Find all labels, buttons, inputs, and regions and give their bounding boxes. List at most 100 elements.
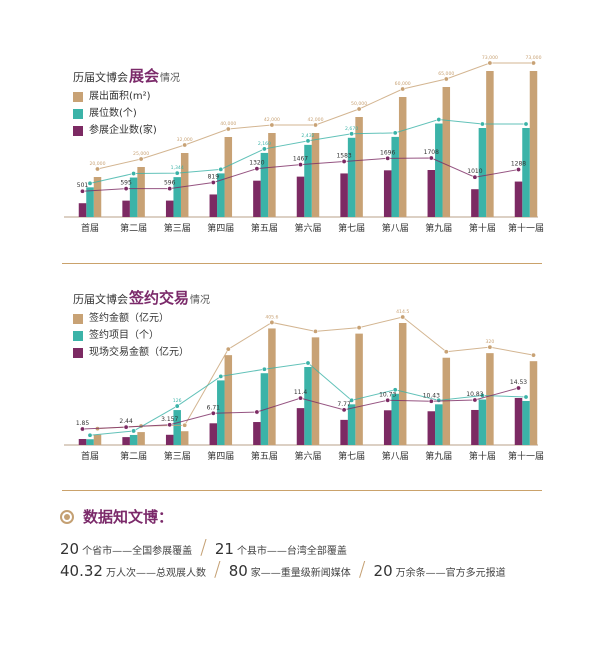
data-point	[210, 179, 216, 185]
data-point	[472, 397, 478, 403]
data-label: 6.71	[207, 404, 221, 411]
bar	[427, 170, 436, 217]
x-tick-label: 第十届	[469, 222, 496, 234]
x-tick-label: 第四届	[207, 450, 234, 462]
bar	[486, 353, 494, 445]
data-point	[225, 126, 231, 132]
x-tick-label: 第六届	[294, 450, 321, 462]
data-point	[218, 166, 224, 172]
bar	[340, 419, 348, 445]
data-label: 320	[486, 339, 495, 345]
trade-chart: 首届 第二届 第三届 第四届 第五届 第六届 第七届 第八届 第九届 第十届 第十一届 405.6 41…	[0, 283, 600, 483]
legend-item-exhibitors: 参展企业数(家)	[73, 122, 157, 139]
data-label: 1320	[249, 160, 264, 167]
data-point	[80, 426, 86, 432]
legend-swatch	[73, 313, 83, 324]
data-point	[515, 167, 521, 173]
data-point	[349, 397, 355, 403]
trade-chart-svg: 首届 第二届 第三届 第四届 第五届 第六届 第七届 第八届 第九届 第十届 第十一届 405.6 41…	[64, 309, 544, 462]
data-point	[269, 319, 275, 325]
bar	[304, 144, 312, 217]
bar	[93, 434, 102, 445]
stat-text: 个省市——全国参展覆盖	[82, 546, 193, 557]
bar	[260, 152, 269, 217]
bar	[173, 410, 181, 445]
bar	[383, 410, 392, 445]
data-point	[428, 398, 434, 404]
bar	[398, 323, 407, 445]
bar	[514, 181, 523, 217]
data-point	[385, 397, 391, 403]
target-bullet-icon	[60, 509, 74, 524]
chart1-legend: 展出面积(m²) 展位数(个) 参展企业数(家)	[73, 88, 157, 139]
legend-item-booths: 展位数(个)	[73, 105, 157, 122]
data-point	[530, 60, 536, 66]
data-point	[95, 166, 101, 172]
data-point	[312, 328, 318, 334]
data-label: 2.44	[119, 418, 133, 425]
legend-label: 签约金额（亿元）	[89, 313, 169, 324]
bar	[435, 123, 443, 217]
data-point	[297, 162, 303, 168]
data-point	[167, 186, 173, 192]
data-label: 40,000	[220, 121, 236, 127]
chart2-title-emph: 签约交易	[129, 289, 190, 307]
data-point	[385, 155, 391, 161]
slash-separator: /	[213, 557, 221, 581]
bar	[122, 437, 130, 445]
bar	[427, 411, 436, 445]
bar	[165, 200, 174, 217]
x-tick-label: 第十届	[469, 450, 496, 462]
data-point	[167, 422, 173, 428]
bar	[180, 431, 189, 445]
chart2-title: 历届文博会签约交易情况	[73, 287, 210, 308]
data-point	[443, 76, 449, 82]
bar	[311, 337, 320, 445]
bar	[129, 177, 138, 217]
legend-item-contract-projects: 签约项目（个）	[73, 327, 189, 344]
data-point	[123, 424, 129, 430]
x-tick-label: 首届	[81, 450, 99, 462]
chart1-title-suffix: 情况	[160, 73, 181, 84]
chart2-title-suffix: 情况	[190, 295, 211, 306]
x-tick-label: 第三届	[164, 222, 191, 234]
stat-text: 个县市——台湾全部覆盖	[236, 546, 347, 557]
data-point	[530, 352, 536, 358]
data-label: 1583	[336, 152, 351, 159]
data-point	[218, 373, 224, 379]
x-tick-label: 第六届	[294, 222, 321, 234]
stat-text: 家——重量级新闻媒体	[250, 568, 351, 579]
data-label: 414.5	[396, 309, 409, 315]
data-label: 3.157	[161, 416, 178, 423]
data-point	[487, 344, 493, 350]
data-point	[472, 174, 478, 180]
bar	[442, 357, 451, 445]
data-point	[341, 407, 347, 413]
bar	[253, 180, 261, 217]
x-tick-label: 第二届	[120, 450, 147, 462]
data-point	[261, 146, 267, 152]
data-label: 10.83	[466, 391, 483, 398]
data-label: 11.4	[294, 389, 308, 396]
bar	[165, 434, 174, 445]
slash-separator: /	[200, 535, 207, 559]
data-label: 1708	[424, 149, 439, 156]
data-point	[87, 432, 93, 438]
bar	[296, 408, 305, 445]
x-tick-label: 第九届	[425, 222, 452, 234]
legend-label: 展位数(个)	[89, 108, 137, 119]
bar	[347, 404, 356, 445]
exhibition-chart: 首届 第二届 第三届 第四届 第五届 第六届 第七届 第八届 第九届 第十届 第十一届 20,000 2…	[0, 55, 600, 255]
bar	[304, 367, 312, 445]
data-point	[269, 122, 275, 128]
bar	[529, 361, 538, 445]
bar	[522, 128, 530, 217]
data-label: 10.73	[379, 391, 396, 398]
data-point	[356, 325, 362, 331]
x-tick-label: 第七届	[338, 222, 365, 234]
data-label: 32,000	[177, 137, 193, 143]
x-tick-label: 第四届	[207, 222, 234, 234]
data-point	[131, 171, 137, 177]
chart2-legend: 签约金额（亿元） 签约项目（个） 现场交易金额（亿元）	[73, 310, 189, 361]
data-label: 1467	[293, 156, 308, 163]
